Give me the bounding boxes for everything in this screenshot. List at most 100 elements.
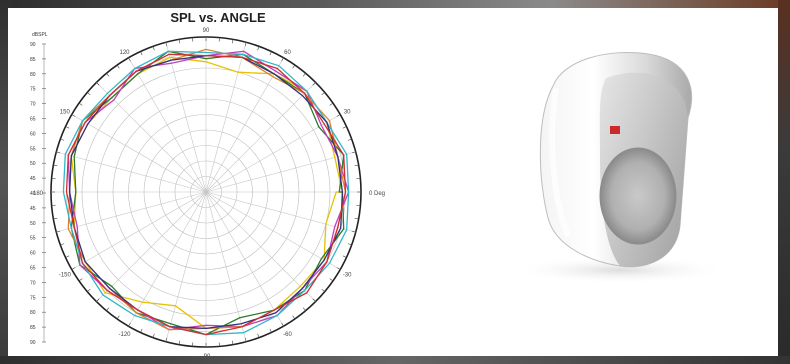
outer-tick (321, 288, 325, 292)
outer-tick (56, 151, 61, 154)
angle-label: 30 (344, 110, 351, 116)
angle-label: 150 (60, 110, 71, 116)
outer-tick (336, 114, 341, 117)
speaker-photo (510, 51, 730, 284)
grid-spoke (96, 191, 207, 302)
grid-spoke (56, 191, 207, 233)
angle-label: -30 (343, 273, 352, 279)
series-line (65, 53, 347, 336)
r-axis-label: 80 (30, 72, 36, 78)
outer-tick (128, 322, 131, 327)
grid-spoke (205, 191, 284, 327)
outer-tick (78, 278, 83, 282)
r-axis-label: 40 (30, 191, 36, 197)
angle-label: 60 (284, 50, 291, 56)
outer-tick (87, 92, 91, 96)
outer-tick (336, 267, 341, 270)
outer-tick (302, 307, 306, 311)
grid-spoke (205, 191, 356, 233)
outer-tick (351, 151, 356, 154)
outer-tick (53, 164, 58, 167)
r-axis-label: 65 (30, 117, 36, 123)
outer-tick (321, 92, 325, 96)
outer-tick (292, 64, 296, 69)
outer-tick (65, 126, 70, 129)
background-right-strip (778, 0, 790, 364)
outer-tick (152, 46, 155, 51)
angle-label: -90 (202, 354, 211, 356)
r-axis-label: 60 (30, 251, 36, 257)
r-axis-label: 75 (30, 295, 36, 301)
outer-tick (106, 307, 110, 311)
series-line (62, 50, 350, 336)
outer-tick (231, 39, 234, 44)
outer-tick (244, 42, 247, 47)
r-axis-unit: dBSPL (32, 32, 48, 38)
outer-tick (71, 267, 76, 270)
outer-tick (257, 46, 260, 51)
background-bottom-strip (0, 356, 790, 364)
r-axis-label: 70 (30, 280, 36, 286)
r-axis-label: 70 (30, 102, 36, 108)
outer-tick (53, 217, 58, 220)
outer-tick (342, 126, 347, 129)
grid-spoke (71, 191, 207, 270)
outer-tick (165, 337, 168, 342)
outer-tick (257, 333, 260, 338)
outer-tick (65, 255, 70, 258)
r-axis-label: 65 (30, 266, 36, 272)
angle-label: 90 (203, 28, 210, 34)
angle-label: 120 (119, 50, 130, 56)
grid-spoke (205, 191, 316, 302)
outer-tick (329, 278, 334, 282)
outer-tick (312, 298, 316, 302)
grid-spoke (205, 151, 356, 193)
outer-tick (96, 82, 100, 86)
r-axis-label: 50 (30, 161, 36, 167)
r-axis-label: 60 (30, 131, 36, 137)
angle-label: -150 (59, 273, 72, 279)
outer-tick (106, 73, 110, 77)
outer-tick (87, 288, 91, 292)
outer-tick (140, 328, 143, 333)
grid-spoke (71, 114, 207, 193)
grid-spoke (205, 57, 284, 193)
outer-tick (244, 337, 247, 342)
r-axis-label: 50 (30, 221, 36, 227)
outer-tick (269, 51, 272, 56)
content-panel: 90 60 30 0 Deg -30 -60 -90 -120 -150 180 150 120 dBS… (8, 8, 778, 356)
grid-spoke (205, 191, 341, 270)
outer-tick (96, 298, 100, 302)
outer-tick (128, 57, 131, 62)
r-axis-label: 80 (30, 310, 36, 316)
outer-tick (312, 82, 316, 86)
chart-title: SPL vs. ANGLE (170, 10, 266, 25)
r-axis-label: 75 (30, 87, 36, 93)
grid-spoke (128, 57, 207, 193)
outer-tick (342, 255, 347, 258)
outer-tick (60, 243, 65, 246)
grid-spoke (205, 82, 316, 193)
angle-label: -120 (118, 332, 131, 338)
outer-tick (178, 340, 181, 345)
angle-label: 0 Deg (369, 191, 385, 197)
outer-tick (354, 217, 359, 220)
outer-tick (347, 138, 352, 141)
outer-tick (302, 73, 306, 77)
angle-label: 180 (33, 191, 44, 197)
grid-spoke (128, 191, 207, 327)
outer-tick (116, 315, 120, 320)
r-axis-label: 90 (30, 340, 36, 346)
outer-tick (140, 51, 143, 56)
grid-spoke (205, 114, 341, 193)
r-axis-label: 45 (30, 176, 36, 182)
polar-chart: 90 60 30 0 Deg -30 -60 -90 -120 -150 180 150 120 dBS… (30, 28, 385, 356)
outer-tick (165, 42, 168, 47)
outer-tick (152, 333, 155, 338)
outer-tick (351, 230, 356, 233)
outer-tick (281, 57, 284, 62)
r-axis-label: 55 (30, 146, 36, 152)
outer-tick (347, 243, 352, 246)
outer-tick (178, 39, 181, 44)
outer-tick (231, 340, 234, 345)
